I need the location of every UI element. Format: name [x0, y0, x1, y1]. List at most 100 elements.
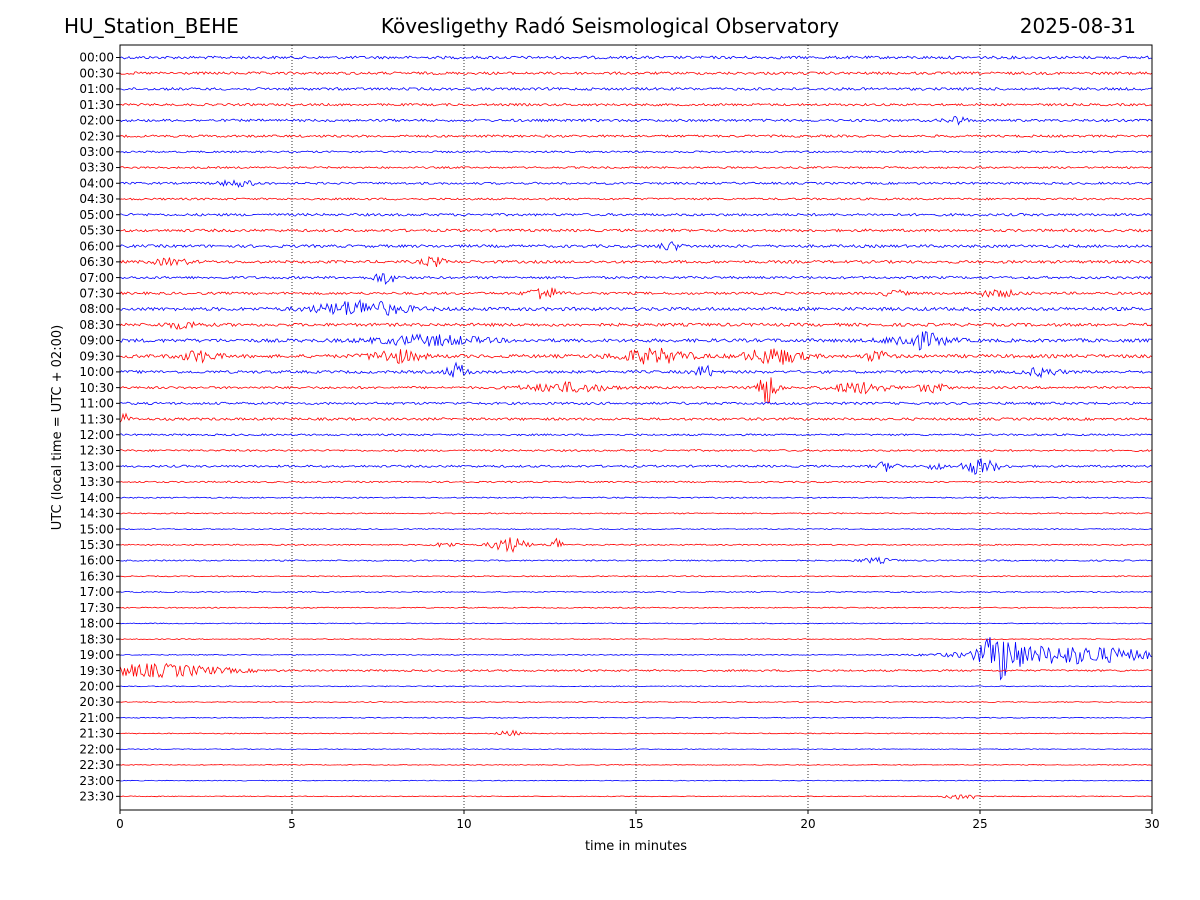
- y-tick-label: 13:00: [79, 459, 114, 473]
- trace-row: [119, 537, 1153, 553]
- y-tick-label: 18:30: [79, 632, 114, 646]
- x-tick-label: 10: [456, 817, 471, 831]
- trace-row: [119, 685, 1153, 688]
- trace-row: [119, 197, 1153, 201]
- trace-row: [119, 321, 1153, 330]
- y-tick-label: 16:30: [79, 569, 114, 583]
- y-tick-label: 15:30: [79, 538, 114, 552]
- trace-row: [119, 729, 1153, 737]
- y-tick-label: 22:30: [79, 758, 114, 772]
- trace-row: [119, 575, 1153, 578]
- trace-row: [119, 299, 1153, 316]
- trace-row: [119, 134, 1153, 138]
- trace-row: [119, 287, 1153, 300]
- y-tick-label: 10:30: [79, 381, 114, 395]
- station-name: HU_Station_BEHE: [64, 14, 239, 38]
- trace-row: [119, 637, 1153, 681]
- trace-row: [119, 212, 1153, 217]
- y-tick-label: 20:30: [79, 695, 114, 709]
- y-tick-label: 12:30: [79, 444, 114, 458]
- y-tick-label: 04:00: [79, 176, 114, 190]
- y-tick-label: 16:00: [79, 554, 114, 568]
- trace-row: [119, 331, 1153, 351]
- trace-row: [119, 638, 1153, 641]
- seismic-traces: [119, 55, 1153, 800]
- y-tick-label: 07:30: [79, 287, 114, 301]
- y-tick-label: 18:00: [79, 617, 114, 631]
- y-tick-label: 19:00: [79, 648, 114, 662]
- y-axis-label: UTC (local time = UTC + 02:00): [50, 325, 65, 530]
- y-tick-label: 01:30: [79, 98, 114, 112]
- trace-row: [119, 115, 1153, 126]
- trace-row: [119, 701, 1153, 703]
- y-tick-label: 00:30: [79, 66, 114, 80]
- trace-row: [119, 496, 1153, 499]
- trace-row: [119, 71, 1153, 76]
- y-tick-label: 07:00: [79, 271, 114, 285]
- y-tick-label: 02:30: [79, 129, 114, 143]
- y-tick-label: 12:00: [79, 428, 114, 442]
- y-tick-label: 21:00: [79, 711, 114, 725]
- y-tick-label: 17:00: [79, 585, 114, 599]
- y-tick-label: 13:30: [79, 475, 114, 489]
- trace-row: [119, 433, 1153, 437]
- y-tick-label: 17:30: [79, 601, 114, 615]
- x-axis-label: time in minutes: [585, 839, 687, 854]
- x-axis-ticks: 0 5 10 15 20 25 30: [116, 810, 1160, 831]
- trace-row: [119, 228, 1153, 233]
- y-tick-label: 05:00: [79, 208, 114, 222]
- observatory-title: Kövesligethy Radó Seismological Observat…: [380, 14, 840, 38]
- y-tick-label: 20:00: [79, 680, 114, 694]
- trace-row: [119, 55, 1153, 60]
- y-tick-label: 10:00: [79, 365, 114, 379]
- y-tick-label: 02:00: [79, 114, 114, 128]
- y-tick-label: 19:30: [79, 664, 114, 678]
- trace-row: [119, 86, 1153, 91]
- y-tick-label: 14:30: [79, 507, 114, 521]
- trace-row: [119, 166, 1153, 170]
- x-tick-label: 15: [628, 817, 643, 831]
- trace-row: [119, 448, 1153, 452]
- trace-row: [119, 179, 1153, 188]
- y-tick-label: 09:00: [79, 334, 114, 348]
- x-tick-label: 20: [800, 817, 815, 831]
- trace-row: [119, 794, 1153, 800]
- y-tick-label: 21:30: [79, 727, 114, 741]
- trace-row: [119, 401, 1153, 406]
- y-tick-label: 06:30: [79, 255, 114, 269]
- trace-row: [119, 779, 1153, 782]
- y-tick-label: 04:30: [79, 192, 114, 206]
- trace-row: [119, 512, 1153, 515]
- trace-row: [119, 102, 1153, 107]
- grid-lines: [291, 45, 981, 810]
- y-tick-label: 08:30: [79, 318, 114, 332]
- y-tick-label: 00:00: [79, 51, 114, 65]
- y-tick-label: 11:00: [79, 397, 114, 411]
- record-date: 2025-08-31: [1019, 14, 1136, 38]
- trace-row: [119, 150, 1153, 154]
- trace-row: [119, 412, 1153, 423]
- trace-row: [119, 748, 1153, 751]
- trace-row: [119, 764, 1153, 766]
- y-tick-label: 08:00: [79, 302, 114, 316]
- x-tick-label: 0: [116, 817, 124, 831]
- trace-row: [119, 528, 1153, 531]
- trace-row: [119, 606, 1153, 609]
- y-tick-label: 05:30: [79, 224, 114, 238]
- y-tick-label: 03:30: [79, 161, 114, 175]
- trace-row: [119, 347, 1153, 365]
- y-tick-label: 11:30: [79, 412, 114, 426]
- trace-row: [119, 556, 1153, 565]
- y-tick-label: 09:30: [79, 349, 114, 363]
- x-tick-label: 30: [1144, 817, 1159, 831]
- trace-row: [119, 716, 1153, 719]
- x-tick-label: 25: [972, 817, 987, 831]
- trace-row: [119, 273, 1153, 285]
- trace-row: [119, 662, 1153, 679]
- trace-row: [119, 622, 1153, 625]
- trace-row: [119, 256, 1153, 268]
- y-tick-label: 03:00: [79, 145, 114, 159]
- y-tick-label: 22:00: [79, 742, 114, 756]
